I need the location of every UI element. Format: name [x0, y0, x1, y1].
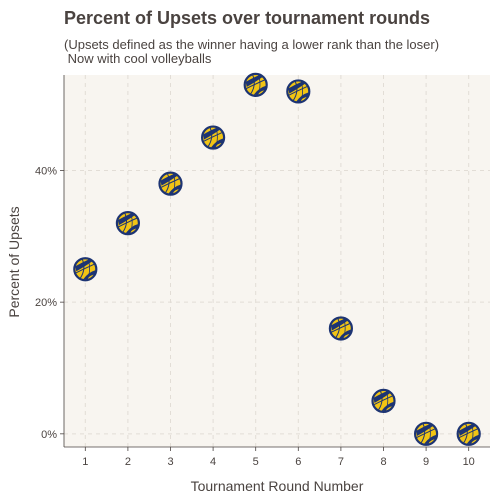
- chart-subtitle-line-2: Now with cool volleyballs: [64, 51, 212, 66]
- axes: 1 2 3 4 5 6 7 8 9 10 0% 20% 40%: [35, 75, 490, 468]
- y-tick-label: 20%: [35, 297, 57, 309]
- y-tick-label: 0%: [41, 429, 57, 441]
- x-tick-label: 10: [463, 456, 475, 468]
- volleyball-icon: [456, 421, 481, 446]
- volleyball-icon: [414, 421, 439, 446]
- y-axis-title: Percent of Upsets: [6, 206, 22, 317]
- x-tick-label: 5: [253, 456, 259, 468]
- chart-subtitle-line-1: (Upsets defined as the winner having a l…: [64, 37, 439, 52]
- x-tick-label: 6: [295, 456, 301, 468]
- x-tick-label: 9: [423, 456, 429, 468]
- x-tick-label: 4: [210, 456, 216, 468]
- volleyball-icon: [73, 257, 98, 282]
- chart-title: Percent of Upsets over tournament rounds: [64, 8, 430, 28]
- data-points: [73, 72, 481, 446]
- x-tick-label: 8: [380, 456, 386, 468]
- x-tick-label: 1: [82, 456, 88, 468]
- volleyball-icon: [158, 171, 183, 196]
- y-tick-label: 40%: [35, 165, 57, 177]
- volleyball-icon: [328, 316, 353, 341]
- x-axis-title: Tournament Round Number: [191, 478, 364, 494]
- x-tick-label: 2: [125, 456, 131, 468]
- plot-panel: [64, 75, 490, 447]
- volleyball-icon: [243, 72, 268, 97]
- volleyball-icon: [115, 211, 141, 236]
- volleyball-icon: [371, 388, 396, 414]
- x-tick-label: 7: [338, 456, 344, 468]
- volleyball-icon: [286, 79, 311, 104]
- volleyball-icon: [201, 125, 226, 150]
- x-tick-label: 3: [167, 456, 173, 468]
